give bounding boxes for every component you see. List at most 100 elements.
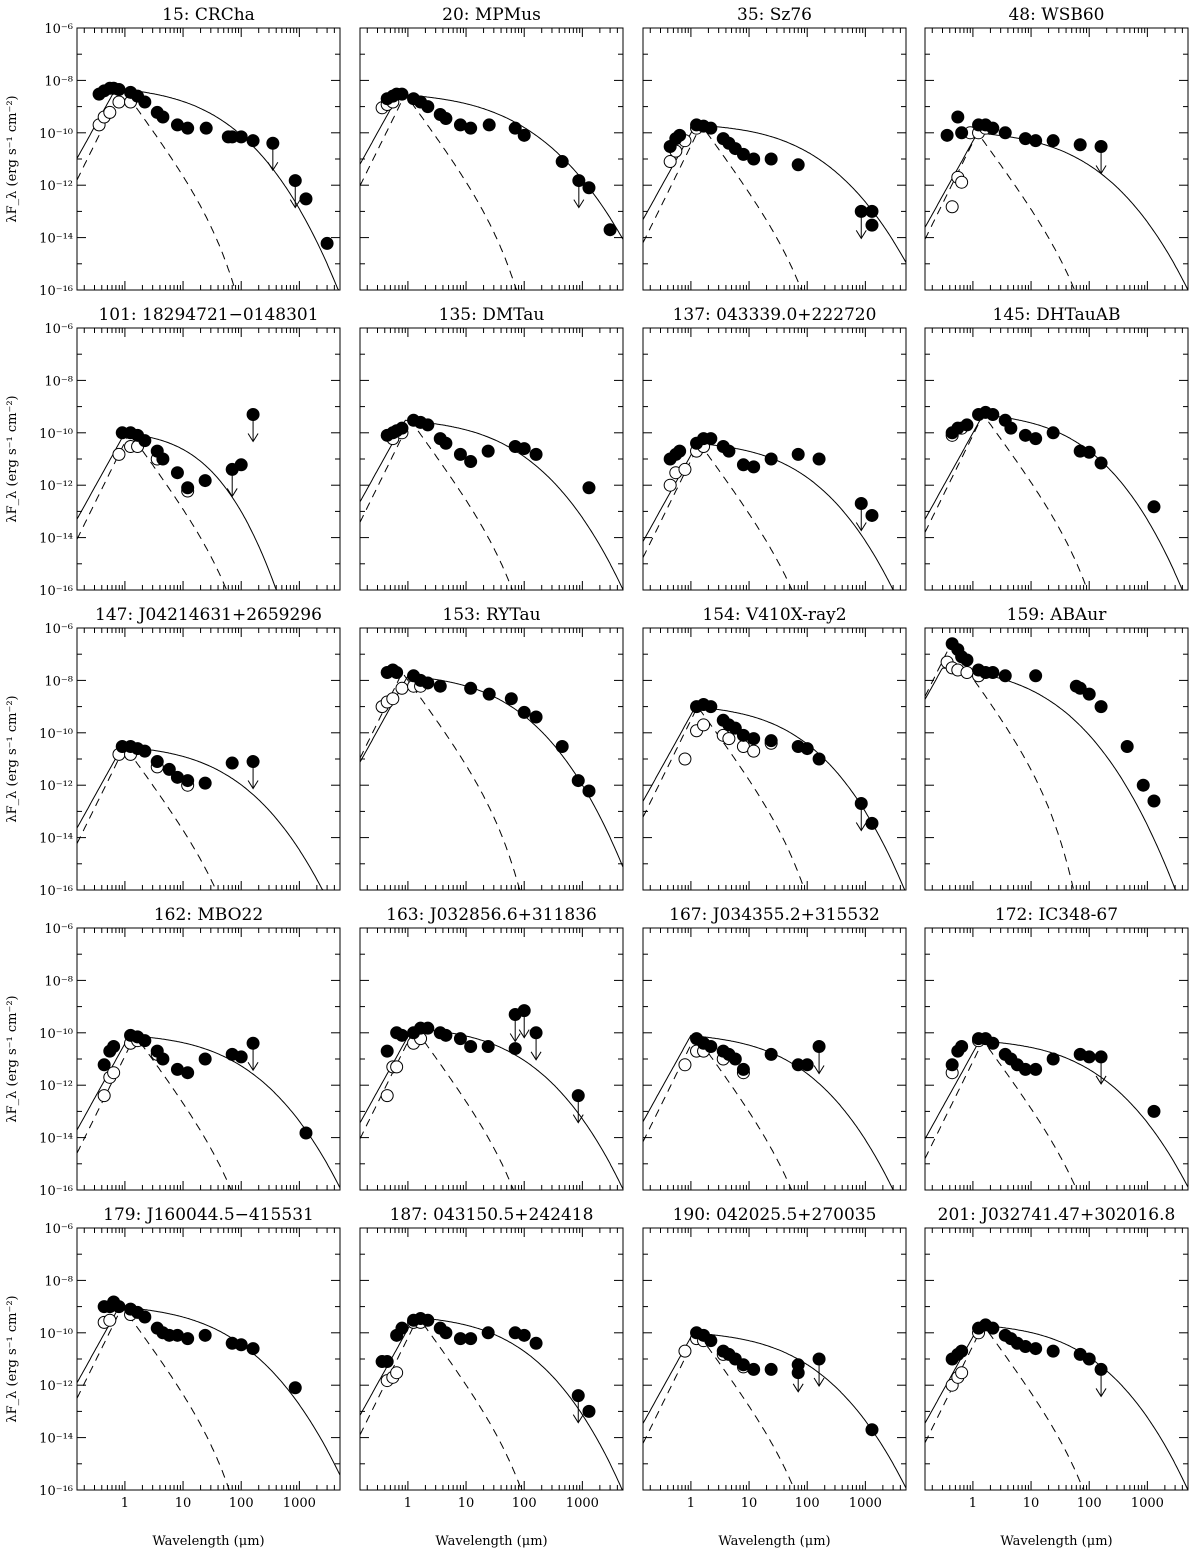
filled-point xyxy=(464,121,478,135)
filled-point xyxy=(704,1039,718,1053)
filled-point xyxy=(112,82,126,96)
y-tick-label: 10⁻¹⁴ xyxy=(39,1132,73,1147)
open-point xyxy=(97,1089,111,1103)
upper-limit-arrowhead xyxy=(573,199,585,209)
filled-point xyxy=(138,1310,152,1324)
open-point xyxy=(380,1089,394,1103)
filled-point xyxy=(299,192,313,206)
filled-point xyxy=(603,223,617,237)
filled-point xyxy=(439,112,453,126)
filled-point xyxy=(288,1381,302,1395)
filled-point xyxy=(464,1332,478,1346)
filled-point xyxy=(234,1338,248,1352)
upper-limit-arrowhead xyxy=(572,1114,584,1124)
sed-panel: 145: DHTauAB xyxy=(924,305,1189,591)
sed-panel: 167: J034355.2+315532 xyxy=(642,905,907,1191)
filled-point xyxy=(97,1058,111,1072)
filled-point xyxy=(517,705,531,719)
filled-point xyxy=(170,466,184,480)
panel-title: 154: V410X-ray2 xyxy=(702,605,846,625)
filled-point xyxy=(421,418,435,432)
model-sed-line xyxy=(360,1316,623,1490)
filled-point xyxy=(865,1423,879,1437)
filled-point xyxy=(582,1404,596,1418)
filled-point xyxy=(704,432,718,446)
filled-point xyxy=(421,1313,435,1327)
filled-point xyxy=(747,1362,761,1376)
filled-point xyxy=(764,734,778,748)
sed-panel: 20: MPMus xyxy=(359,5,624,291)
y-tick-label: 10⁻⁶ xyxy=(44,322,73,337)
filled-point xyxy=(481,1039,495,1053)
filled-point xyxy=(421,1021,435,1035)
x-axis-label: Wavelength (μm) xyxy=(1000,1534,1112,1549)
panel-frame xyxy=(76,27,341,291)
filled-point xyxy=(960,653,974,667)
panel-frame xyxy=(359,327,624,591)
model-sed-line xyxy=(77,432,278,590)
filled-point xyxy=(747,152,761,166)
x-tick-label: 1 xyxy=(404,1496,412,1511)
filled-point xyxy=(181,121,195,135)
filled-point xyxy=(728,1052,742,1066)
filled-point xyxy=(673,128,687,142)
model-sed-line xyxy=(925,1324,1188,1490)
y-tick-label: 10⁻⁸ xyxy=(44,74,73,89)
filled-point xyxy=(1147,1104,1161,1118)
filled-point xyxy=(865,204,879,218)
filled-point xyxy=(1120,739,1134,753)
upper-limit-arrowhead xyxy=(1095,1388,1107,1398)
open-point xyxy=(107,1066,121,1080)
filled-point xyxy=(481,444,495,458)
filled-point xyxy=(529,1336,543,1350)
photosphere-line xyxy=(360,420,514,590)
panel-title: 167: J034355.2+315532 xyxy=(669,905,880,925)
filled-point xyxy=(517,442,531,456)
filled-point xyxy=(517,128,531,142)
panel-frame xyxy=(76,1227,341,1491)
x-axis-label: Wavelength (μm) xyxy=(435,1534,547,1549)
x-tick-label: 1 xyxy=(969,1496,977,1511)
y-axis-label: λF_λ (erg s⁻¹ cm⁻²) xyxy=(5,695,20,822)
filled-point xyxy=(395,421,409,435)
filled-point xyxy=(555,739,569,753)
filled-point xyxy=(198,1328,212,1342)
upper-limit-arrowhead xyxy=(792,1383,804,1393)
filled-point xyxy=(582,181,596,195)
filled-point xyxy=(1029,1342,1043,1356)
filled-point xyxy=(138,1034,152,1048)
x-tick-label: 1 xyxy=(687,1496,695,1511)
filled-point xyxy=(380,1355,394,1369)
open-point xyxy=(112,447,126,461)
y-tick-label: 10⁻⁸ xyxy=(44,974,73,989)
filled-point xyxy=(1094,456,1108,470)
filled-point xyxy=(529,710,543,724)
filled-point xyxy=(764,1362,778,1376)
filled-point xyxy=(150,755,164,769)
model-sed-line xyxy=(643,1332,906,1489)
open-point xyxy=(390,1366,404,1380)
filled-point xyxy=(390,666,404,680)
filled-point xyxy=(508,121,522,135)
filled-point xyxy=(107,1039,121,1053)
filled-point xyxy=(395,87,409,101)
y-tick-label: 10⁻⁶ xyxy=(44,1222,73,1237)
filled-point xyxy=(1082,1352,1096,1366)
panel-title: 15: CRCha xyxy=(162,5,255,25)
y-tick-label: 10⁻¹⁴ xyxy=(39,1432,73,1447)
model-sed-line xyxy=(77,1034,340,1189)
filled-point xyxy=(704,121,718,135)
filled-point xyxy=(504,692,518,706)
filled-point xyxy=(464,455,478,469)
photosphere-line xyxy=(643,1035,793,1190)
filled-point xyxy=(421,676,435,690)
y-tick-label: 10⁻⁸ xyxy=(44,374,73,389)
open-point xyxy=(112,95,126,109)
filled-point xyxy=(998,669,1012,683)
y-tick-label: 10⁻⁶ xyxy=(44,922,73,937)
filled-point xyxy=(764,1047,778,1061)
panel-title: 159: ABAur xyxy=(1007,605,1108,625)
filled-point xyxy=(225,756,239,770)
y-tick-label: 10⁻¹⁶ xyxy=(39,1184,73,1199)
y-tick-label: 10⁻¹² xyxy=(39,779,73,794)
